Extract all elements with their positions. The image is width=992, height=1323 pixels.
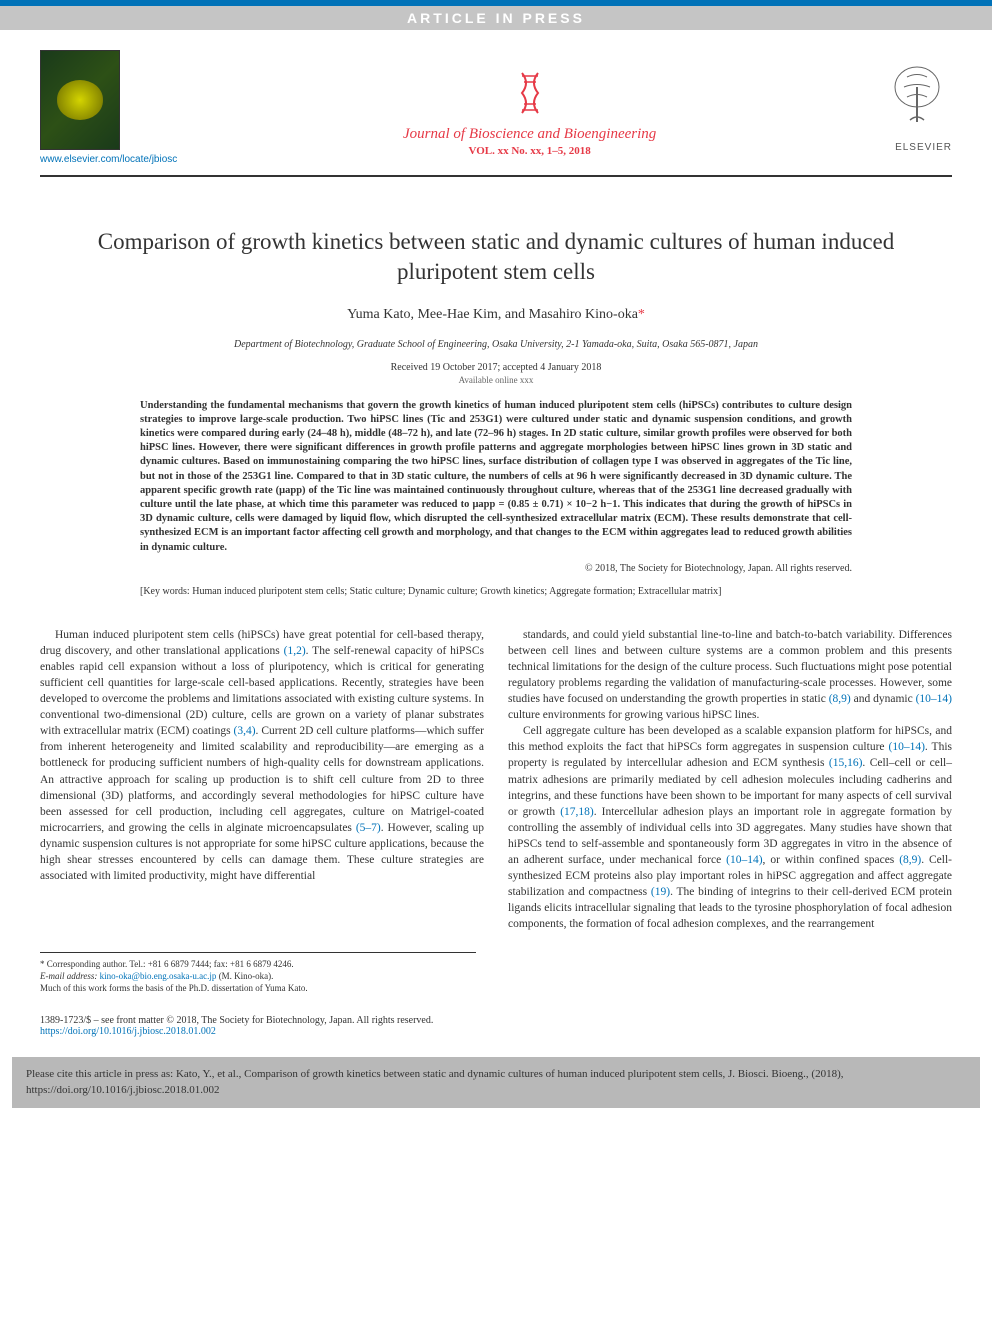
dissertation-footnote: Much of this work forms the basis of the… bbox=[40, 983, 476, 993]
body-column-right: standards, and could yield substantial l… bbox=[508, 627, 952, 933]
bottom-info: 1389-1723/$ – see front matter © 2018, T… bbox=[0, 995, 992, 1047]
header-section: www.elsevier.com/locate/jbiosc Journal o… bbox=[0, 30, 992, 175]
publisher-name: ELSEVIER bbox=[882, 142, 952, 153]
ref-link[interactable]: (8,9) bbox=[829, 693, 851, 705]
email-footnote: E-mail address: kino-oka@bio.eng.osaka-u… bbox=[40, 971, 476, 981]
keywords-line: [Key words: Human induced pluripotent st… bbox=[0, 586, 992, 597]
copyright-line: © 2018, The Society for Biotechnology, J… bbox=[0, 563, 992, 574]
footnote-section: * Corresponding author. Tel.: +81 6 6879… bbox=[40, 952, 476, 993]
helix-logo-icon bbox=[505, 68, 555, 118]
body-para-1: Human induced pluripotent stem cells (hi… bbox=[40, 627, 484, 885]
article-title: Comparison of growth kinetics between st… bbox=[0, 177, 992, 307]
publisher-logo-block: ELSEVIER bbox=[882, 62, 952, 153]
email-label: E-mail address: bbox=[40, 971, 97, 981]
affiliation: Department of Biotechnology, Graduate Sc… bbox=[0, 339, 992, 350]
journal-cover-image bbox=[40, 50, 120, 150]
journal-title: Journal of Bioscience and Bioengineering bbox=[177, 126, 882, 143]
authors-names: Yuma Kato, Mee-Hae Kim, and Masahiro Kin… bbox=[347, 307, 638, 322]
corresponding-marker: * bbox=[638, 307, 645, 322]
ref-link[interactable]: (10–14) bbox=[726, 854, 762, 866]
body-column-left: Human induced pluripotent stem cells (hi… bbox=[40, 627, 484, 933]
ref-link[interactable]: (10–14) bbox=[916, 693, 952, 705]
body-para-2: standards, and could yield substantial l… bbox=[508, 627, 952, 724]
elsevier-tree-icon bbox=[882, 62, 952, 142]
ref-link[interactable]: (5–7) bbox=[356, 822, 381, 834]
journal-cover-block: www.elsevier.com/locate/jbiosc bbox=[40, 50, 177, 165]
email-name: (M. Kino-oka). bbox=[219, 971, 274, 981]
journal-volume: VOL. xx No. xx, 1–5, 2018 bbox=[177, 145, 882, 157]
email-link[interactable]: kino-oka@bio.eng.osaka-u.ac.jp bbox=[100, 971, 217, 981]
issn-line: 1389-1723/$ – see front matter © 2018, T… bbox=[40, 1015, 952, 1026]
ref-link[interactable]: (19) bbox=[651, 886, 670, 898]
ref-link[interactable]: (10–14) bbox=[888, 741, 924, 753]
ref-link[interactable]: (15,16) bbox=[829, 757, 863, 769]
dates-line: Received 19 October 2017; accepted 4 Jan… bbox=[0, 362, 992, 373]
ref-link[interactable]: (17,18) bbox=[560, 806, 594, 818]
citation-box: Please cite this article in press as: Ka… bbox=[12, 1057, 980, 1108]
body-para-3: Cell aggregate culture has been develope… bbox=[508, 723, 952, 932]
keywords-text: Human induced pluripotent stem cells; St… bbox=[192, 586, 721, 597]
abstract-text: Understanding the fundamental mechanisms… bbox=[0, 399, 992, 555]
ref-link[interactable]: (3,4) bbox=[233, 725, 255, 737]
body-columns: Human induced pluripotent stem cells (hi… bbox=[0, 627, 992, 933]
journal-locate-link[interactable]: www.elsevier.com/locate/jbiosc bbox=[40, 154, 177, 165]
keywords-label: [Key words: bbox=[140, 586, 190, 597]
ref-link[interactable]: (8,9) bbox=[899, 854, 921, 866]
journal-title-block: Journal of Bioscience and Bioengineering… bbox=[177, 58, 882, 157]
authors-line: Yuma Kato, Mee-Hae Kim, and Masahiro Kin… bbox=[0, 307, 992, 323]
article-in-press-banner: ARTICLE IN PRESS bbox=[0, 6, 992, 30]
available-online: Available online xxx bbox=[0, 375, 992, 385]
ref-link[interactable]: (1,2) bbox=[284, 645, 306, 657]
doi-link[interactable]: https://doi.org/10.1016/j.jbiosc.2018.01… bbox=[40, 1026, 952, 1037]
corresponding-footnote: * Corresponding author. Tel.: +81 6 6879… bbox=[40, 959, 476, 969]
